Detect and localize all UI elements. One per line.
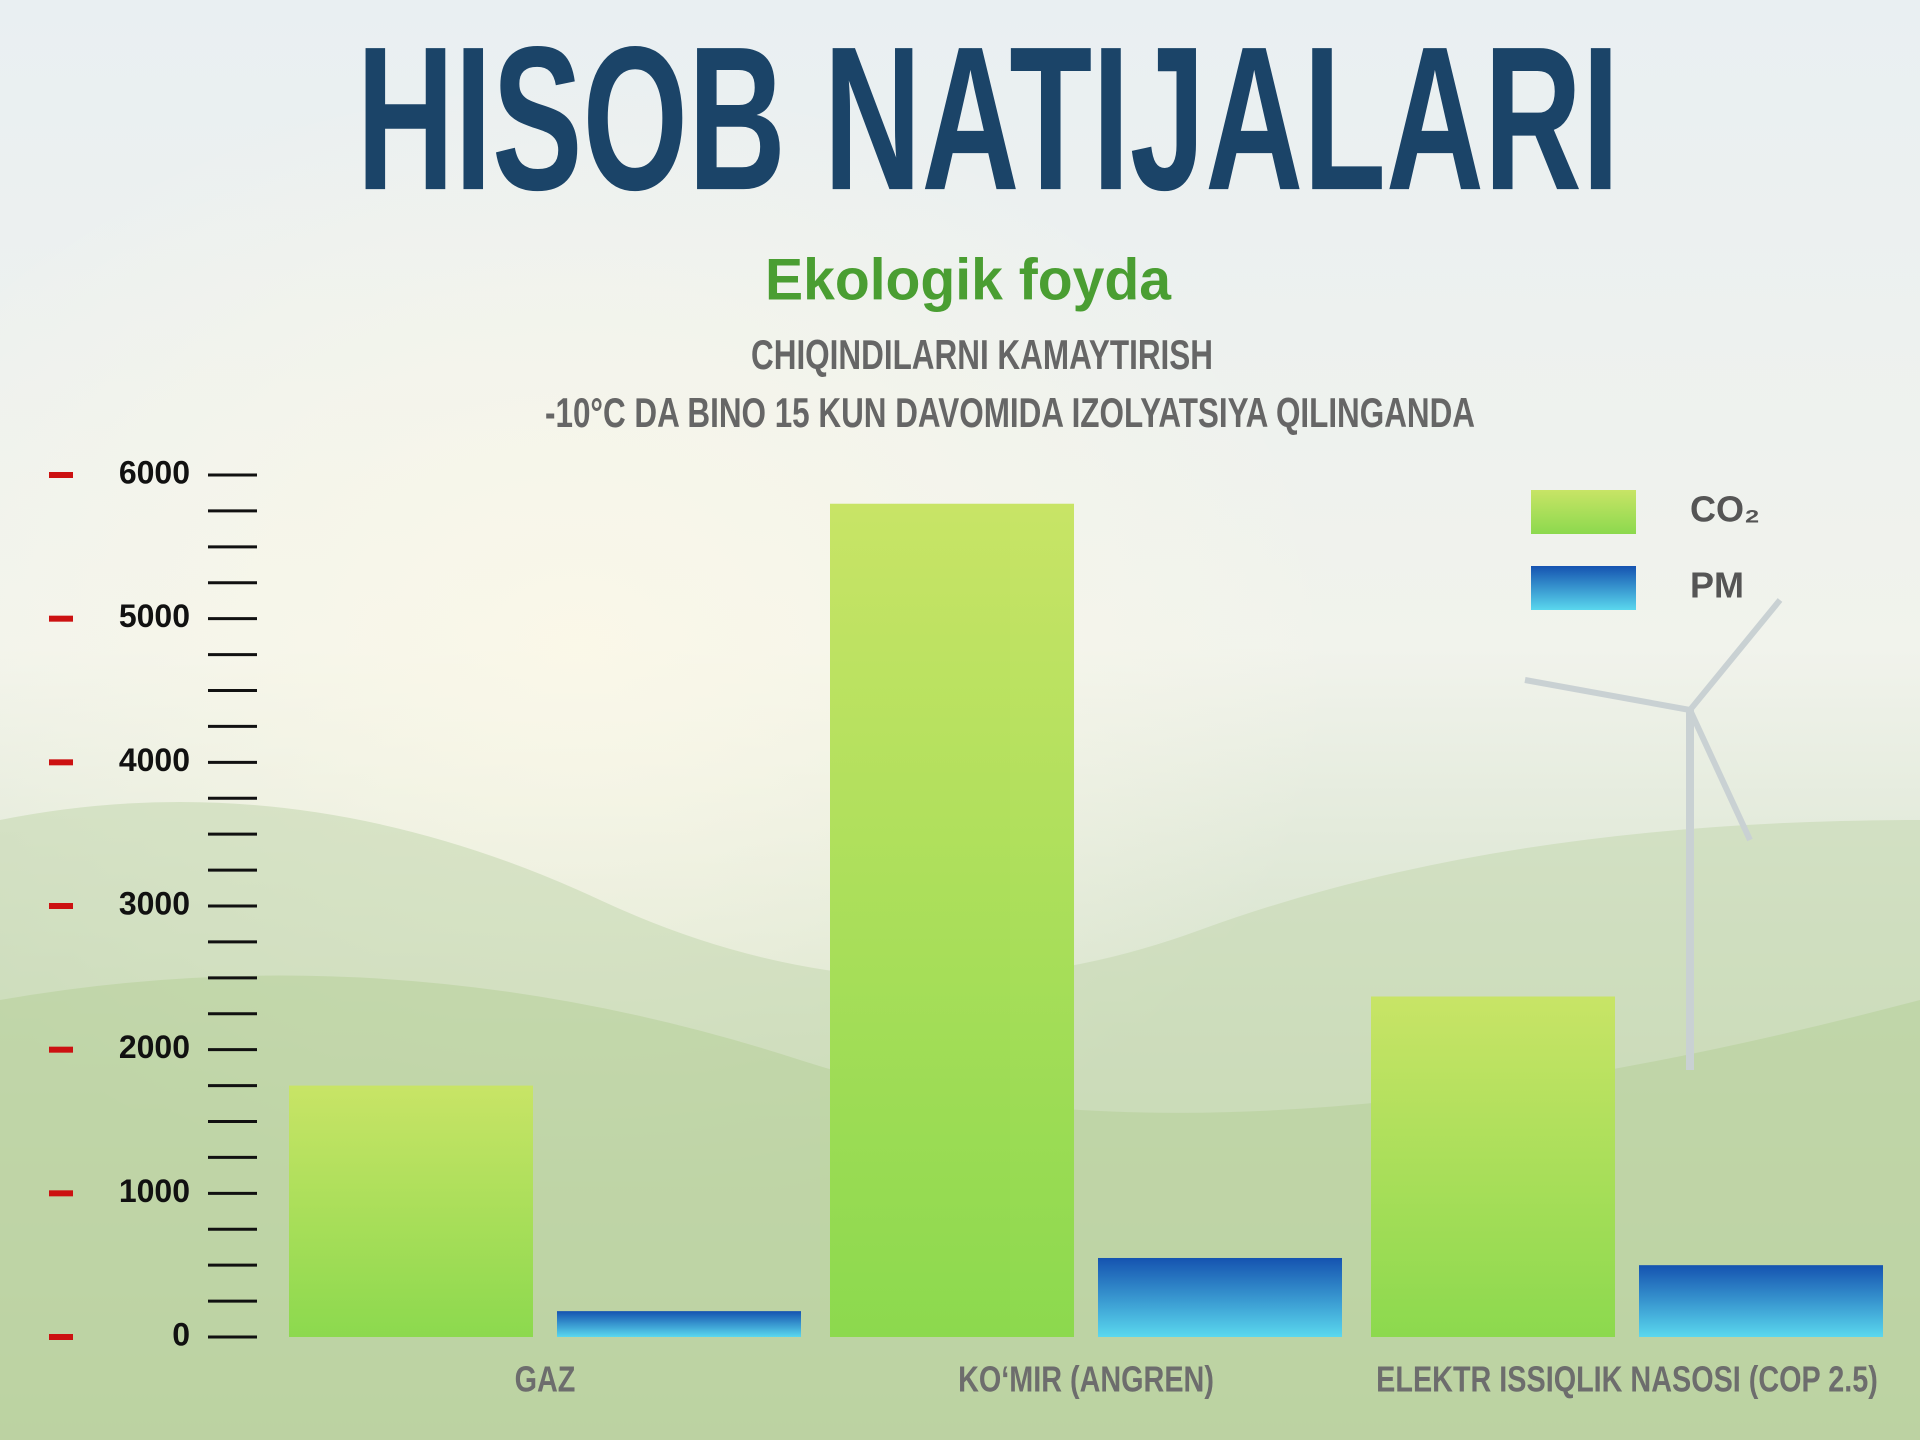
tick-dash xyxy=(49,472,73,478)
y-tick-label: 6000 xyxy=(119,454,190,490)
y-tick-label: 4000 xyxy=(119,742,190,778)
tick-dash xyxy=(49,615,73,622)
wind-turbine xyxy=(1524,598,1783,1070)
bar xyxy=(830,503,1074,1337)
y-tick-label: 2000 xyxy=(119,1029,190,1065)
x-tick-label: ELEKTR ISSIQLIK NASOSI (COP 2.5) xyxy=(1376,1358,1878,1399)
y-tick-label: 1000 xyxy=(119,1173,190,1209)
legend-swatch xyxy=(1531,566,1636,610)
bar xyxy=(289,1085,533,1337)
x-tick-label: GAZ xyxy=(515,1358,576,1399)
tick-dash xyxy=(49,1046,73,1053)
tick-dash xyxy=(49,1334,73,1340)
y-tick-label: 5000 xyxy=(119,598,190,634)
subtitle: Ekologik foyda xyxy=(765,247,1172,312)
y-tick-label: 0 xyxy=(172,1316,190,1352)
chart-title: -10°C DA BINO 15 KUN DAVOMIDA IZOLYATSIY… xyxy=(545,389,1475,436)
page-title: HISOB NATIJALARI xyxy=(357,4,1620,233)
legend-label: PM xyxy=(1690,565,1744,606)
x-tick-label: KO‘MIR (ANGREN) xyxy=(958,1358,1214,1399)
legend-label: CO₂ xyxy=(1690,489,1760,530)
bar xyxy=(1371,996,1615,1337)
bar xyxy=(1098,1257,1342,1337)
tick-dash xyxy=(49,903,73,909)
legend-swatch xyxy=(1531,490,1636,534)
tick-dash xyxy=(49,1190,73,1197)
tick-dash xyxy=(49,759,73,766)
bar xyxy=(1639,1265,1883,1337)
y-tick-label: 3000 xyxy=(119,885,190,921)
bar xyxy=(557,1311,801,1337)
chart-title: CHIQINDILARNI KAMAYTIRISH xyxy=(751,331,1213,378)
